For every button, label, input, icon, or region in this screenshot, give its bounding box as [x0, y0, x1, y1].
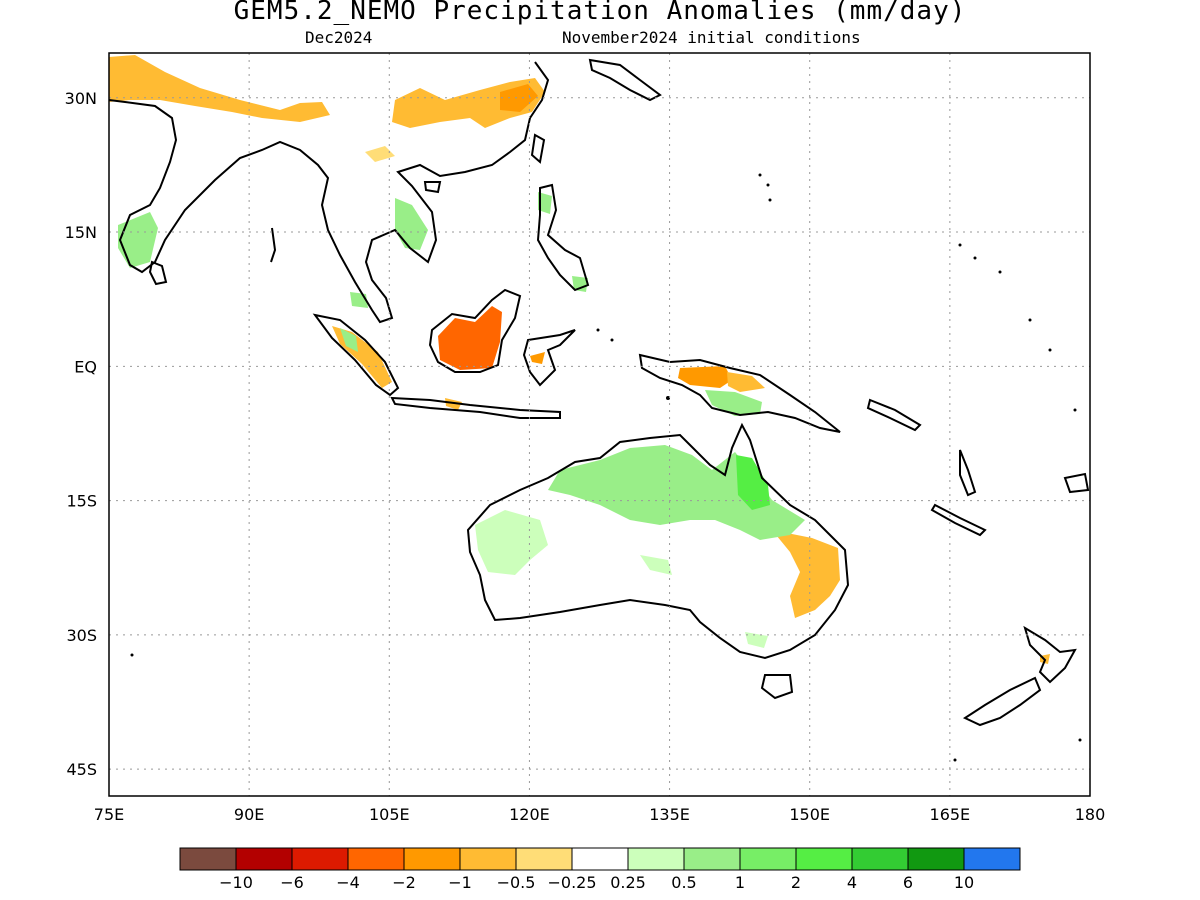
colorbar-swatch [739, 847, 797, 871]
coastlines [109, 58, 1090, 727]
colorbar-swatch [683, 847, 741, 871]
map-frame [108, 52, 1091, 797]
colorbar: −10 −6 −4 −2 −1 −0.5 −0.25 0.25 0.5 1 2 4 6 10 [179, 847, 1021, 892]
anomaly-new-guinea-east [727, 372, 765, 392]
lon-tick-label: 75E [94, 805, 124, 824]
colorbar-swatch [403, 847, 461, 871]
coast-australia [466, 422, 850, 660]
colorbar-swatch [459, 847, 517, 871]
colorbar-swatch [291, 847, 349, 871]
anomaly-india-west [118, 212, 158, 268]
colorbar-label: 6 [903, 873, 913, 892]
colorbar-label: 2 [791, 873, 801, 892]
colorbar-label: 4 [847, 873, 857, 892]
colorbar-label: −0.5 [497, 873, 536, 892]
colorbar-swatch [235, 847, 293, 871]
latitude-tick-labels: 30N 15N EQ 15S 30S 45S [65, 89, 97, 779]
coast-sumatra [312, 313, 400, 397]
lon-tick-label: 180 [1075, 805, 1106, 824]
colorbar-label: −4 [336, 873, 360, 892]
longitude-tick-labels: 75E 90E 105E 120E 135E 150E 165E 180 [94, 805, 1106, 824]
anomaly-java [445, 398, 462, 410]
initial-conditions: November2024 initial conditions [562, 28, 861, 47]
anomaly-sulawesi [530, 352, 545, 364]
anomaly-indochina-north [365, 146, 395, 162]
colorbar-swatch [851, 847, 909, 871]
coast-tasmania [760, 674, 794, 700]
anomaly-west-australia [475, 510, 548, 575]
coast-new-caledonia [930, 503, 987, 537]
forecast-month: Dec2024 [305, 28, 373, 47]
colorbar-label: −6 [280, 873, 304, 892]
coast-java [390, 396, 561, 419]
coast-new-zealand-south [962, 676, 1042, 727]
colorbar-label: −0.25 [547, 873, 596, 892]
coast-fiji [1063, 472, 1090, 494]
coast-vanuatu [959, 449, 977, 497]
colorbar-label: −10 [219, 873, 253, 892]
lon-tick-label: 120E [509, 805, 550, 824]
colorbar-swatch [347, 847, 405, 871]
colorbar-label: 0.5 [671, 873, 696, 892]
colorbar-label: 1 [735, 873, 745, 892]
coast-new-zealand-north [1023, 625, 1077, 684]
coast-philippines [536, 183, 590, 292]
anomaly-vietnam [395, 198, 428, 250]
lon-tick-label: 105E [369, 805, 410, 824]
pacific-islands [130, 173, 1082, 762]
colorbar-swatch [907, 847, 965, 871]
anomaly-new-guinea [678, 366, 732, 388]
anomaly-sumatra-green [340, 328, 358, 352]
coast-solomons [866, 398, 922, 432]
colorbar-swatch [795, 847, 853, 871]
lon-tick-label: 150E [789, 805, 830, 824]
colorbar-label: −2 [392, 873, 416, 892]
coast-andaman [270, 227, 277, 263]
gridlines [109, 53, 1090, 796]
lon-tick-label: 165E [930, 805, 971, 824]
anomaly-central-australia [640, 555, 672, 575]
colorbar-swatch [571, 847, 629, 871]
colorbar-swatch [179, 847, 237, 871]
map-title: GEM5.2_NEMO Precipitation Anomalies (mm/… [233, 0, 967, 26]
coast-japan [588, 58, 662, 102]
anomaly-borneo [438, 306, 502, 370]
colorbar-swatch [627, 847, 685, 871]
lat-tick-label: 45S [66, 760, 97, 779]
lat-tick-label: EQ [74, 357, 97, 376]
coast-asia-mainland [109, 61, 550, 324]
anomaly-himalaya [109, 55, 330, 122]
anomaly-mindanao [572, 276, 588, 292]
coast-taiwan [530, 133, 546, 164]
colorbar-swatch [963, 847, 1021, 871]
colorbar-label: 0.25 [610, 873, 646, 892]
lat-tick-label: 15S [66, 492, 97, 511]
lon-tick-label: 90E [234, 805, 264, 824]
lat-tick-label: 30S [66, 626, 97, 645]
colorbar-label: 10 [954, 873, 974, 892]
anomaly-sumatra [332, 326, 392, 388]
coast-sri-lanka [148, 260, 168, 286]
lat-tick-label: 15N [65, 223, 97, 242]
anomaly-south-china-core [500, 84, 538, 112]
lon-tick-label: 135E [649, 805, 690, 824]
coast-sulawesi [522, 329, 576, 387]
anomaly-new-guinea-south [705, 390, 762, 416]
anomaly-queensland [736, 455, 770, 510]
coast-borneo [428, 288, 522, 373]
anomaly-fields [109, 55, 1050, 664]
anomaly-east-australia [772, 530, 840, 618]
colorbar-swatch [515, 847, 573, 871]
anomaly-southeast-australia [745, 632, 768, 648]
colorbar-label: −1 [448, 873, 472, 892]
coast-hainan [423, 181, 442, 194]
anomaly-philippines [538, 192, 552, 214]
lat-tick-label: 30N [65, 89, 97, 108]
